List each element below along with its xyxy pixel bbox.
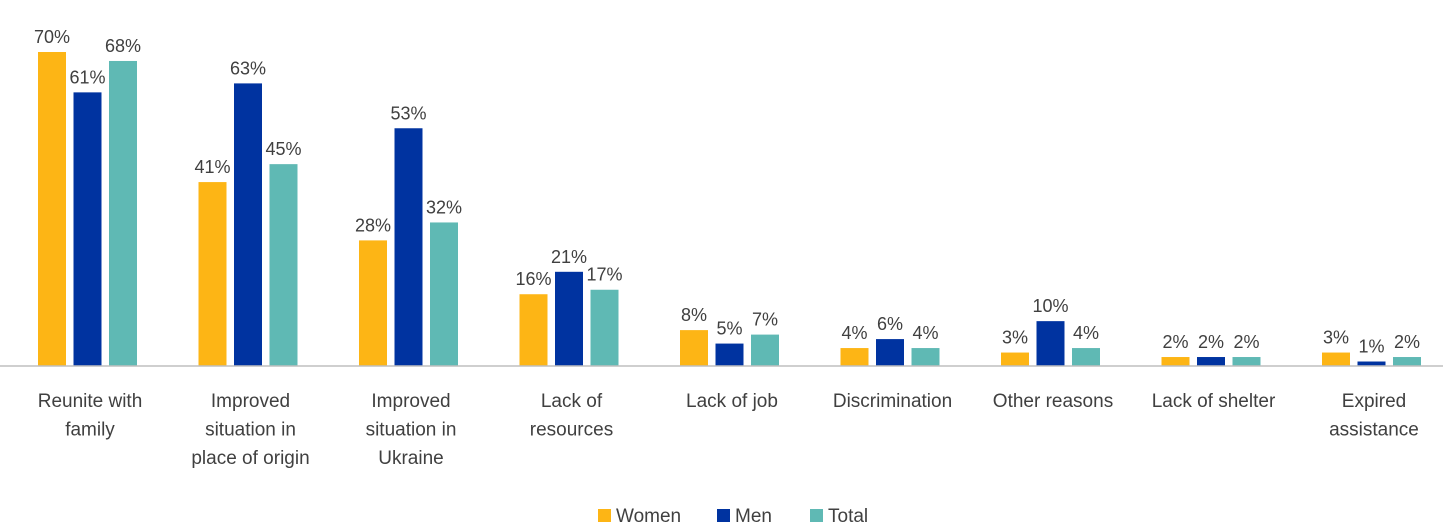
value-label-women-7: 2% bbox=[1162, 332, 1188, 352]
bar-men-3 bbox=[555, 271, 583, 366]
value-label-women-6: 3% bbox=[1002, 328, 1028, 348]
bar-women-4 bbox=[680, 330, 708, 366]
value-label-total-8: 2% bbox=[1394, 332, 1420, 352]
value-label-men-5: 6% bbox=[877, 314, 903, 334]
bar-men-4 bbox=[715, 343, 744, 366]
category-label-7: Lack of shelter bbox=[1152, 391, 1276, 412]
category-label-5: Discrimination bbox=[833, 391, 952, 412]
legend-swatch-women bbox=[598, 509, 611, 522]
legend-label-total: Total bbox=[828, 506, 868, 525]
bar-men-0 bbox=[73, 92, 102, 366]
value-label-men-8: 1% bbox=[1358, 337, 1384, 357]
value-label-total-6: 4% bbox=[1073, 323, 1099, 343]
value-label-men-0: 61% bbox=[69, 67, 105, 87]
bar-women-1 bbox=[198, 182, 227, 366]
value-label-women-0: 70% bbox=[34, 27, 70, 47]
bar-total-0 bbox=[109, 60, 137, 366]
category-label-3: Lack of resources bbox=[530, 391, 613, 441]
value-label-men-4: 5% bbox=[716, 319, 742, 339]
bar-men-8 bbox=[1357, 361, 1386, 366]
category-label-0: Reunite with family bbox=[38, 391, 143, 441]
bar-total-7 bbox=[1232, 357, 1261, 366]
bar-total-1 bbox=[269, 164, 298, 366]
bar-total-4 bbox=[751, 334, 779, 366]
bar-women-7 bbox=[1161, 357, 1190, 366]
value-label-women-3: 16% bbox=[515, 269, 551, 289]
category-label-2: Improved situation in Ukraine bbox=[366, 391, 457, 469]
bar-men-7 bbox=[1197, 357, 1225, 366]
value-label-total-7: 2% bbox=[1233, 332, 1259, 352]
value-label-men-1: 63% bbox=[230, 58, 266, 78]
bar-total-5 bbox=[911, 348, 940, 366]
bars-layer bbox=[38, 52, 1421, 367]
legend-label-women: Women bbox=[616, 506, 681, 525]
value-label-men-2: 53% bbox=[390, 103, 426, 123]
value-label-total-4: 7% bbox=[752, 310, 778, 330]
value-label-total-3: 17% bbox=[586, 265, 622, 285]
bar-women-2 bbox=[359, 240, 387, 366]
bar-men-2 bbox=[394, 128, 423, 366]
value-label-men-6: 10% bbox=[1032, 296, 1068, 316]
value-label-women-1: 41% bbox=[194, 157, 230, 177]
bar-total-6 bbox=[1072, 348, 1100, 366]
bar-men-1 bbox=[234, 83, 262, 367]
value-label-total-0: 68% bbox=[105, 36, 141, 56]
legend-swatch-total bbox=[810, 509, 823, 522]
value-label-women-5: 4% bbox=[841, 323, 867, 343]
legend-label-men: Men bbox=[735, 506, 772, 525]
category-label-1: Improved situation in place of origin bbox=[191, 391, 309, 469]
bar-total-8 bbox=[1393, 357, 1421, 366]
value-label-women-4: 8% bbox=[681, 305, 707, 325]
bar-men-5 bbox=[876, 339, 904, 366]
value-label-women-2: 28% bbox=[355, 215, 391, 235]
category-label-8: Expired assistance bbox=[1329, 391, 1419, 441]
legend: Women Men Total bbox=[598, 506, 868, 525]
legend-swatch-men bbox=[717, 509, 730, 522]
value-label-men-7: 2% bbox=[1198, 332, 1224, 352]
value-label-total-1: 45% bbox=[265, 139, 301, 159]
bar-women-3 bbox=[519, 294, 548, 366]
category-labels-layer: Reunite with family Improved situation in pl… bbox=[38, 391, 1419, 469]
bar-men-6 bbox=[1036, 321, 1065, 366]
bar-women-5 bbox=[840, 348, 869, 366]
bar-women-8 bbox=[1322, 352, 1350, 366]
bar-women-0 bbox=[38, 52, 66, 366]
value-label-men-3: 21% bbox=[551, 247, 587, 267]
value-label-total-5: 4% bbox=[912, 323, 938, 343]
value-label-total-2: 32% bbox=[426, 197, 462, 217]
bar-total-3 bbox=[590, 289, 619, 366]
value-label-women-8: 3% bbox=[1323, 328, 1349, 348]
category-label-4: Lack of job bbox=[686, 391, 778, 412]
bar-women-6 bbox=[1001, 352, 1029, 366]
bar-total-2 bbox=[430, 222, 458, 366]
value-labels-layer: 70% 61%68% 41% 63% 45% 28% 53% 32% 16%21%17% 8% 5%… bbox=[34, 27, 1420, 357]
category-label-6: Other reasons bbox=[993, 391, 1113, 412]
